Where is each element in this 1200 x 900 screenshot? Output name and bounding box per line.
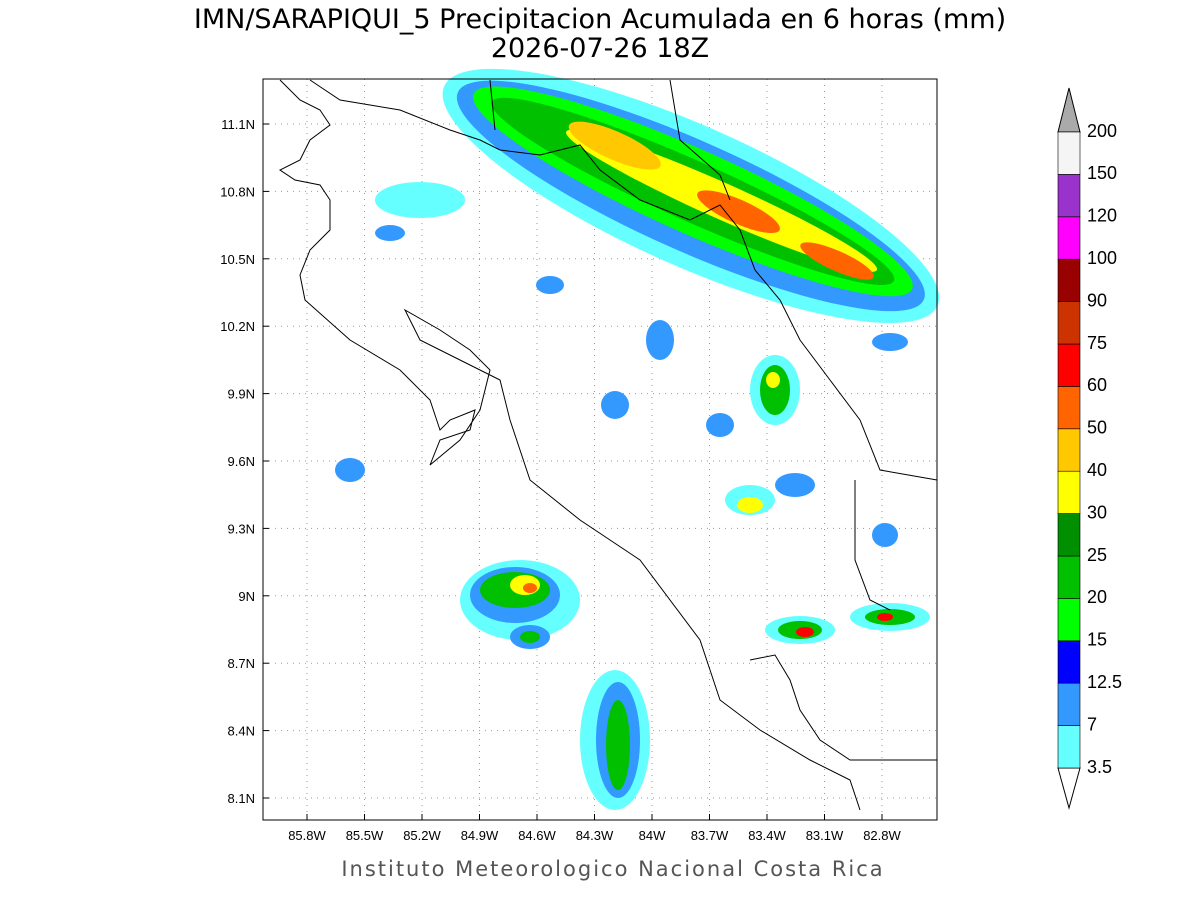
colorbar-label: 30 xyxy=(1087,502,1107,522)
colorbar-bin xyxy=(1057,131,1081,175)
lat-tick-label: 10.8N xyxy=(220,184,255,199)
colorbar-label: 120 xyxy=(1087,206,1117,226)
colorbar-bin xyxy=(1057,174,1081,218)
lon-tick-label: 84.3W xyxy=(576,828,614,843)
precip-area xyxy=(375,182,465,218)
colorbar-bin xyxy=(1057,640,1081,684)
lon-tick-label: 85.8W xyxy=(288,828,326,843)
colorbar-bin xyxy=(1057,428,1081,472)
lon-tick-label: 84.6W xyxy=(518,828,556,843)
colorbar-label: 25 xyxy=(1087,545,1107,565)
lon-tick-label: 85.2W xyxy=(403,828,441,843)
lon-tick-label: 83.4W xyxy=(748,828,786,843)
precip-area xyxy=(580,670,650,810)
colorbar-bin xyxy=(1057,258,1081,302)
colorbar-label: 90 xyxy=(1087,290,1107,310)
colorbar-label: 200 xyxy=(1087,121,1117,141)
lat-tick-label: 9N xyxy=(238,589,255,604)
map-frame xyxy=(262,78,938,821)
colorbar-label: 100 xyxy=(1087,248,1117,268)
precip-area xyxy=(765,603,930,644)
precip-area xyxy=(335,276,908,547)
lat-tick-label: 8.4N xyxy=(228,724,255,739)
colorbar-bin xyxy=(1057,343,1081,387)
colorbar-label: 20 xyxy=(1087,587,1107,607)
colorbar-bin xyxy=(1057,513,1081,557)
lon-tick-label: 82.8W xyxy=(863,828,901,843)
colorbar-label: 60 xyxy=(1087,375,1107,395)
colorbar: 3.5 7 12.5 15 20 25 30 40 50 60 75 90 100 120 150 200 xyxy=(1057,87,1122,810)
title: IMN/SARAPIQUI_5 Precipitacion Acumulada … xyxy=(194,4,1006,35)
map-area xyxy=(262,68,940,821)
colorbar-bin xyxy=(1057,598,1081,642)
colorbar-label: 40 xyxy=(1087,460,1107,480)
colorbar-bin xyxy=(1057,682,1081,726)
colorbar-label: 12.5 xyxy=(1087,672,1122,692)
lon-tick-label: 83.1W xyxy=(806,828,844,843)
colorbar-label: 15 xyxy=(1087,630,1107,650)
lat-tick-label: 9.9N xyxy=(228,387,255,402)
lat-tick-label: 9.6N xyxy=(228,454,255,469)
footer: Instituto Meteorologico Nacional Costa R… xyxy=(341,857,884,881)
colorbar-bin xyxy=(1057,555,1081,599)
coastlines xyxy=(279,79,938,811)
colorbar-label: 50 xyxy=(1087,418,1107,438)
colorbar-label: 75 xyxy=(1087,333,1107,353)
lat-tick-label: 10.2N xyxy=(220,319,255,334)
colorbar-bin xyxy=(1057,470,1081,514)
colorbar-bin xyxy=(1057,216,1081,260)
subtitle: 2026-07-26 18Z xyxy=(491,33,709,64)
colorbar-label: 3.5 xyxy=(1087,757,1112,777)
lat-tick-label: 11.1N xyxy=(221,117,255,132)
lat-tick-label: 8.7N xyxy=(228,656,255,671)
precip-area xyxy=(442,68,940,324)
colorbar-bin xyxy=(1057,301,1081,345)
precip-area xyxy=(460,560,580,649)
lat-tick-label: 9.3N xyxy=(228,521,255,536)
colorbar-over xyxy=(1057,87,1081,133)
colorbar-label: 7 xyxy=(1087,714,1097,734)
lat-tick-label: 8.1N xyxy=(228,791,255,806)
lon-tick-label: 85.5W xyxy=(346,828,384,843)
colorbar-under xyxy=(1057,767,1081,810)
lat-tick-label: 10.5N xyxy=(220,252,255,267)
colorbar-label: 150 xyxy=(1087,163,1117,183)
precip-area xyxy=(375,225,405,241)
lon-tick-label: 84.9W xyxy=(461,828,499,843)
colorbar-bin xyxy=(1057,725,1081,769)
precipitation xyxy=(335,68,940,810)
lon-tick-label: 83.7W xyxy=(691,828,729,843)
colorbar-bin xyxy=(1057,386,1081,430)
lon-tick-label: 84W xyxy=(639,828,666,843)
